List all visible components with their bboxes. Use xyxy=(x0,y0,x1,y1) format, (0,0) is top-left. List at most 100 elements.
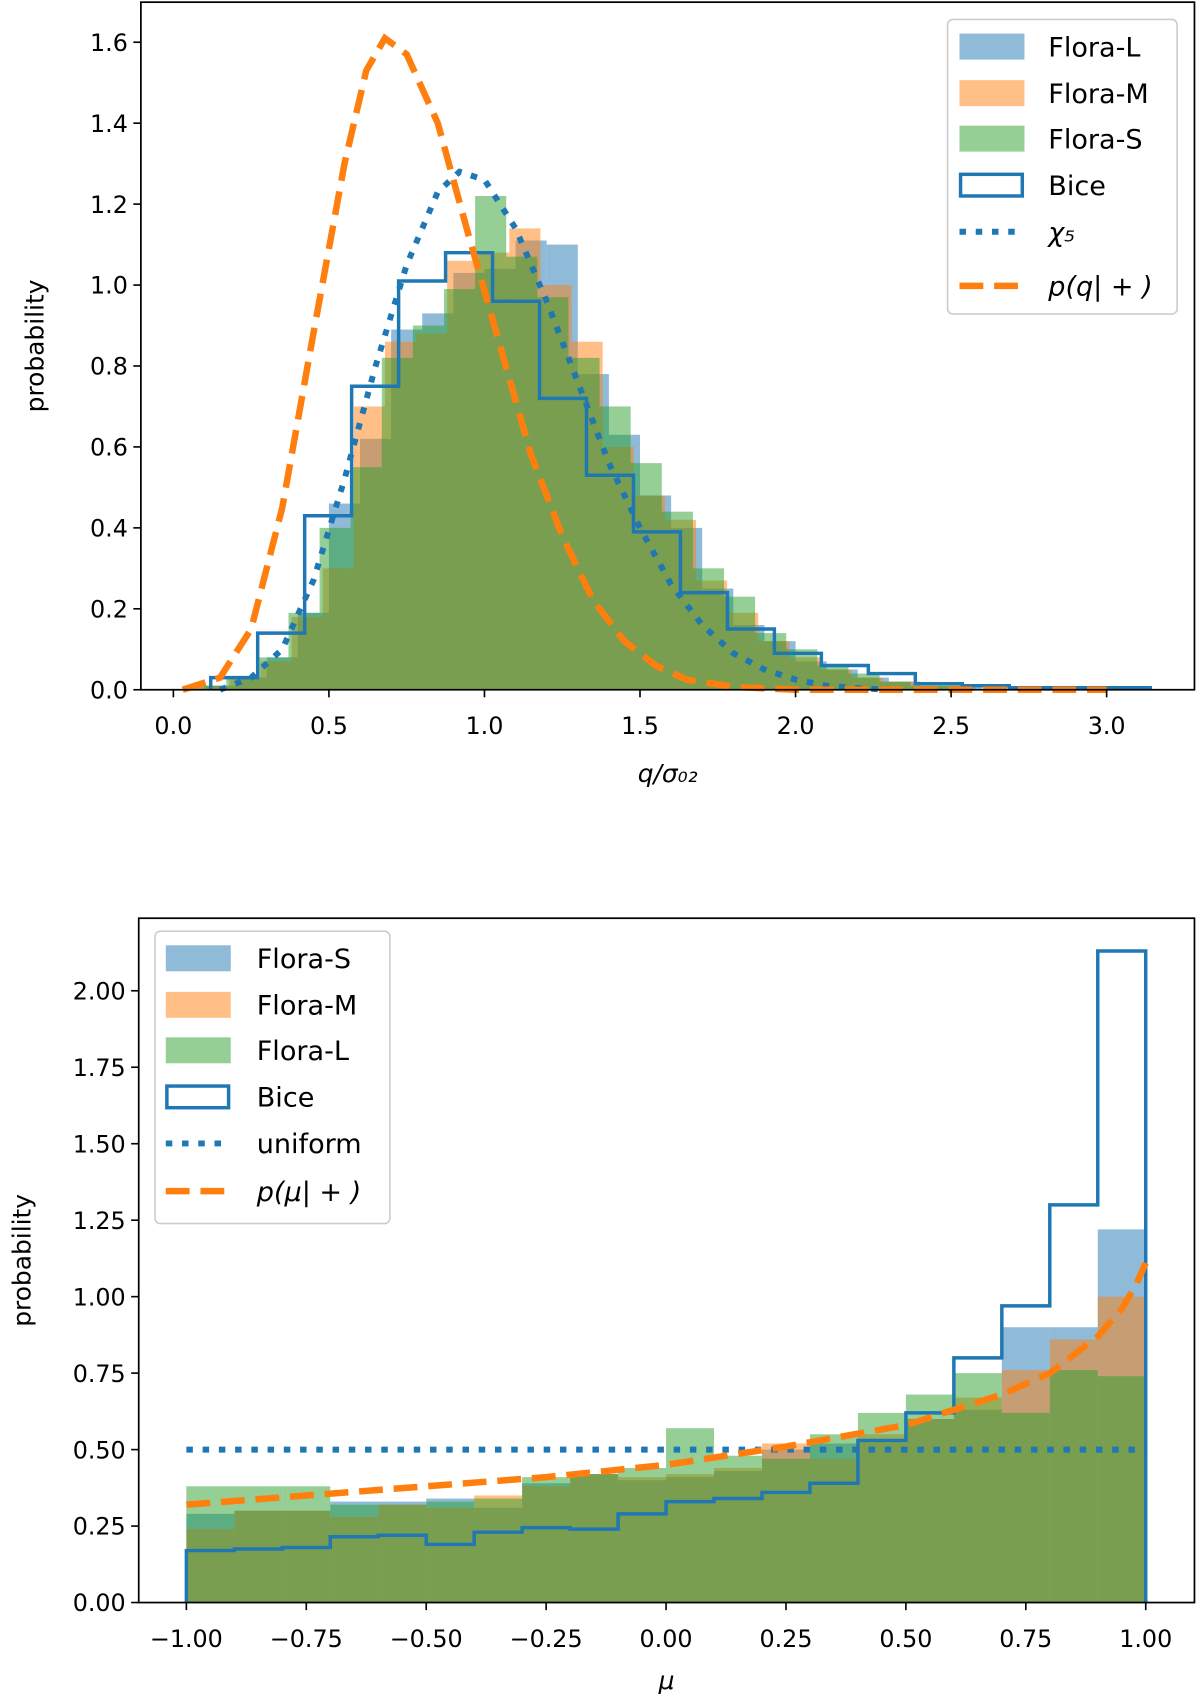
y-tick-label: 1.50 xyxy=(73,1130,126,1158)
histogram-bar xyxy=(1097,1376,1146,1603)
histogram-bar xyxy=(714,1455,762,1603)
x-tick-label: 0.25 xyxy=(759,1625,812,1653)
y-tick-label: 1.2 xyxy=(90,191,128,219)
histogram-bar xyxy=(426,1501,475,1603)
y-axis-label: probability xyxy=(7,1194,36,1327)
x-tick-label: 2.0 xyxy=(777,712,815,740)
y-tick-label: 1.4 xyxy=(90,110,128,138)
y-tick-label: 1.0 xyxy=(90,272,128,300)
legend-label: Flora-S xyxy=(257,944,351,975)
histogram-bar xyxy=(1001,1412,1050,1603)
x-tick-label: −0.25 xyxy=(510,1625,583,1653)
histogram-bar xyxy=(330,1504,379,1603)
histogram-bar xyxy=(1049,1370,1098,1603)
histogram-bar xyxy=(879,681,911,690)
dashed-curve xyxy=(181,33,1107,693)
x-tick-label: 1.00 xyxy=(1119,1625,1172,1653)
histogram-bar xyxy=(953,1373,1002,1603)
histogram-bar xyxy=(350,467,382,690)
y-tick-label: 0.2 xyxy=(90,595,128,623)
x-tick-label: 1.0 xyxy=(466,712,504,740)
histogram-bar xyxy=(661,511,693,690)
histogram-bar xyxy=(666,1428,715,1603)
histogram-bar xyxy=(570,1474,619,1603)
series-p- xyxy=(186,1261,1149,1508)
series-- xyxy=(218,168,890,693)
histogram-bar xyxy=(537,297,569,690)
legend-swatch xyxy=(165,1084,231,1110)
y-tick-label: 0.00 xyxy=(73,1589,126,1617)
dotted-curve xyxy=(218,168,890,693)
histogram-bar xyxy=(444,289,476,690)
legend-label: Flora-M xyxy=(1048,79,1148,110)
series-flora-s xyxy=(195,196,973,690)
histogram-bar xyxy=(257,657,289,690)
histogram-bar xyxy=(618,1467,667,1603)
series-flora-l xyxy=(186,1370,1146,1603)
histogram-bar xyxy=(474,1498,523,1603)
x-tick-label: 0.00 xyxy=(640,1625,693,1653)
legend-swatch xyxy=(959,33,1025,60)
series-bice xyxy=(208,250,1152,690)
histogram-bar xyxy=(761,1458,810,1603)
y-tick-label: 1.6 xyxy=(90,29,128,57)
y-tick-label: 2.00 xyxy=(73,977,126,1005)
mu-distribution-chart: −1.00 −0.75 −0.50 −0.25 0.00 0.25 0.50 0.75 1.00… xyxy=(7,917,1196,1695)
x-tick-label: 3.0 xyxy=(1088,712,1126,740)
legend-label: χ₅ xyxy=(1046,217,1075,248)
q-distribution-chart: 0.0 0.5 1.0 1.5 2.0 2.5 3.0 0.0 0.2 0.4 0.6 0.8 1.0 1… xyxy=(20,1,1196,788)
histogram-bar xyxy=(568,357,600,690)
y-tick-label: 0.75 xyxy=(73,1360,126,1388)
x-tick-label: 0.50 xyxy=(879,1625,932,1653)
histogram-bar xyxy=(522,1477,571,1603)
legend-swatch xyxy=(959,80,1025,107)
histogram-bar xyxy=(506,256,538,690)
legend-label: Flora-S xyxy=(1048,124,1142,155)
step-histogram-outline xyxy=(184,949,1148,1603)
legend-label: Flora-L xyxy=(257,1036,349,1067)
legend: Flora-S Flora-M Flora-L Bice uniform p(μ| + ) xyxy=(154,930,391,1225)
histogram-bar xyxy=(905,1394,954,1603)
x-tick-label: 0.0 xyxy=(154,712,192,740)
histogram-bar xyxy=(809,1434,858,1603)
y-tick-label: 1.25 xyxy=(73,1207,126,1235)
legend-swatch xyxy=(959,125,1025,152)
histogram-bar xyxy=(475,196,507,690)
legend-label: p(q| + ) xyxy=(1047,272,1152,303)
legend-swatch xyxy=(958,172,1025,198)
y-tick-label: 0.50 xyxy=(73,1436,126,1464)
histogram-bar xyxy=(282,1486,331,1603)
legend-swatch xyxy=(165,1037,231,1064)
dashed-curve xyxy=(186,1261,1149,1508)
x-tick-label: −0.50 xyxy=(390,1625,463,1653)
legend-swatch xyxy=(165,945,231,972)
histogram-bar xyxy=(724,596,756,690)
y-tick-label: 0.4 xyxy=(90,515,128,543)
histogram-bar xyxy=(234,1486,283,1603)
plot-frame xyxy=(140,1,1196,691)
legend: Flora-L Flora-M Flora-S Bice χ₅ p(q| + ) xyxy=(946,18,1178,315)
legend-label: Bice xyxy=(257,1083,315,1114)
histogram-bar xyxy=(857,1412,906,1603)
histogram-bar xyxy=(381,357,413,690)
x-tick-label: 1.5 xyxy=(621,712,659,740)
y-tick-label: 0.0 xyxy=(90,676,128,704)
legend-label: uniform xyxy=(257,1129,362,1160)
y-tick-label: 1.75 xyxy=(73,1054,126,1082)
legend-box xyxy=(946,18,1178,315)
legend-swatch xyxy=(165,991,231,1018)
y-axis-label: probability xyxy=(20,280,49,413)
x-tick-label: −0.75 xyxy=(270,1625,343,1653)
legend-label: Bice xyxy=(1048,171,1106,202)
histogram-bar xyxy=(378,1504,427,1603)
x-tick-label: 0.75 xyxy=(999,1625,1052,1653)
histogram-bar xyxy=(319,527,351,690)
series-p-q- xyxy=(181,33,1107,693)
x-tick-label: −1.00 xyxy=(150,1625,223,1653)
x-tick-label: 2.5 xyxy=(932,712,970,740)
series-bice xyxy=(184,949,1148,1603)
x-axis-label: μ xyxy=(658,1666,675,1695)
histogram-bar xyxy=(630,463,662,690)
legend-label: Flora-L xyxy=(1048,32,1140,63)
